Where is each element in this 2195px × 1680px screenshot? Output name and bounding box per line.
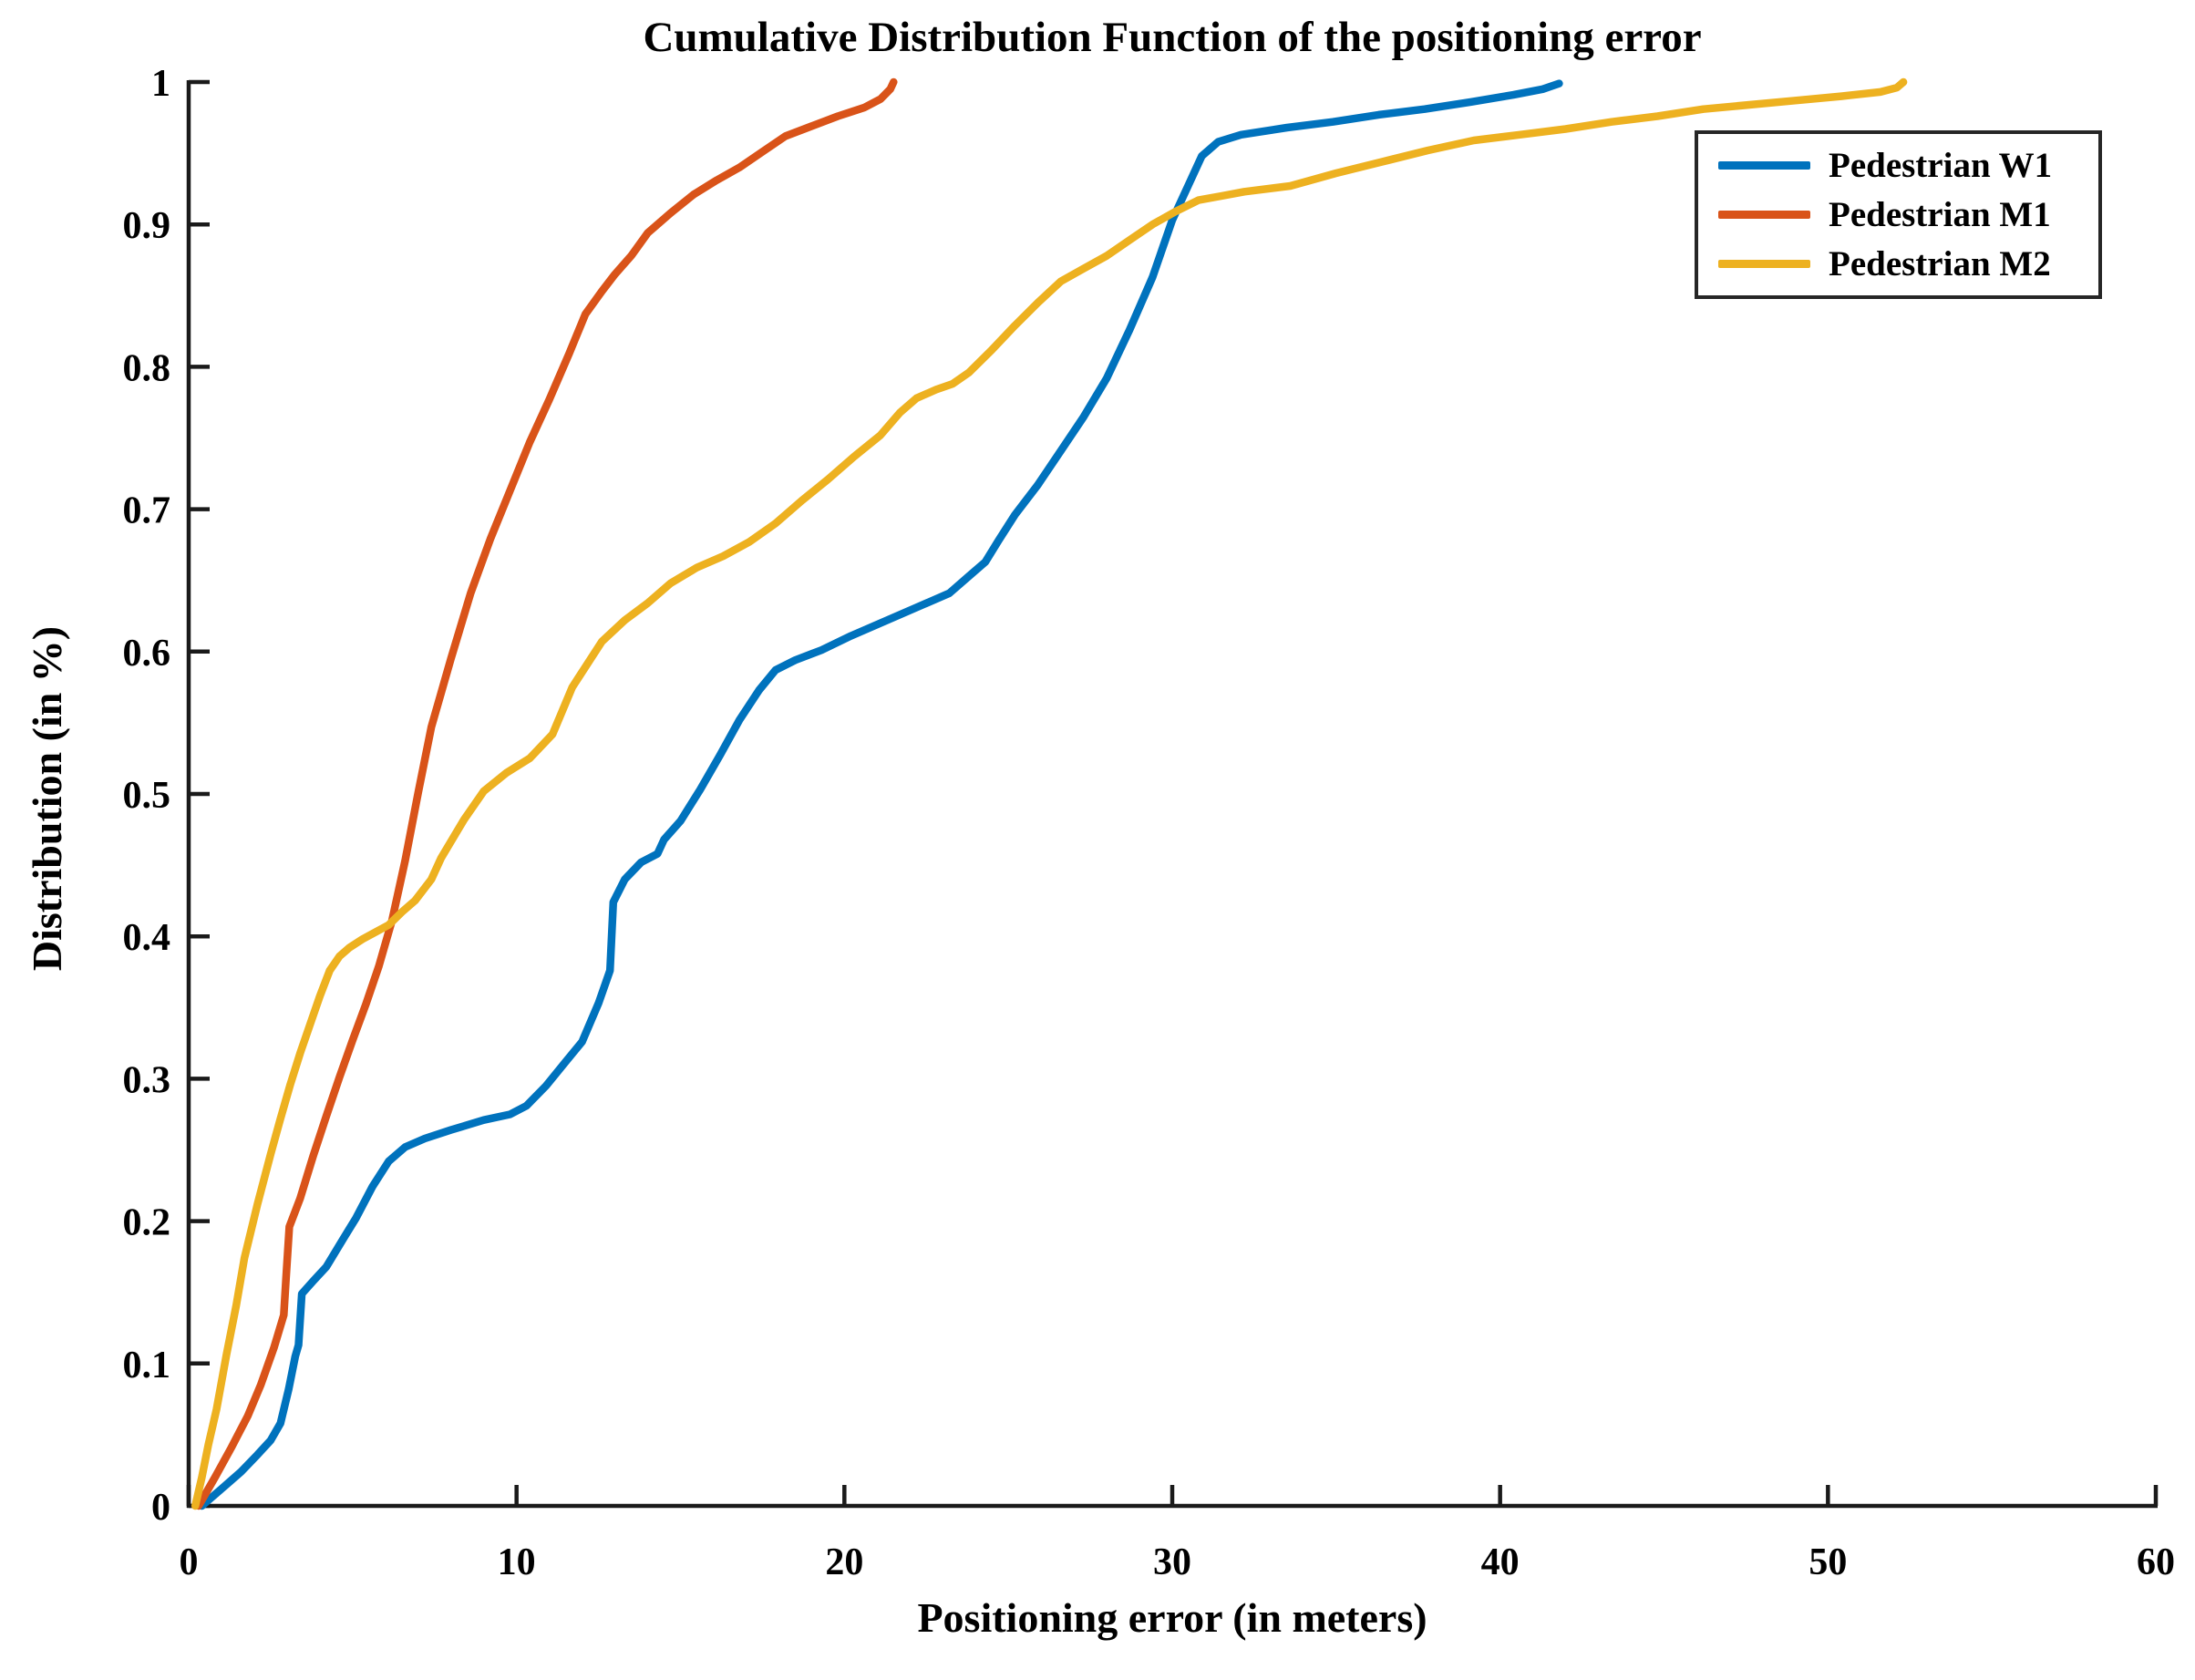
legend-label-pedestrian-m1: Pedestrian M1 (1829, 195, 2051, 234)
tick-labels: 0 10 20 30 40 50 60 0 0.1 0.2 0.3 0.4 0.5 0.6 0.7 0.8 0.… (123, 63, 2176, 1583)
x-tick-label-0: 0 (180, 1541, 199, 1583)
legend-line-swatch-pedestrian-m2 (1718, 260, 1810, 268)
x-tick-label-60: 60 (2137, 1541, 2175, 1583)
y-tick-label-0.3: 0.3 (123, 1059, 171, 1101)
legend-entry-pedestrian-m1: Pedestrian M1 (1698, 197, 2098, 232)
legend-entry-pedestrian-m2: Pedestrian M2 (1698, 246, 2098, 282)
y-tick-label-0: 0 (151, 1487, 170, 1529)
x-axis-title: Positioning error (in meters) (917, 1594, 1427, 1641)
y-tick-label-0.1: 0.1 (123, 1345, 171, 1386)
series-line-pedestrian-m1 (194, 77, 898, 1510)
legend-line-swatch-pedestrian-w1 (1718, 161, 1810, 170)
y-tick-label-0.2: 0.2 (123, 1202, 171, 1244)
y-tick-label-1: 1 (151, 63, 170, 105)
legend-label-pedestrian-m2: Pedestrian M2 (1829, 244, 2051, 283)
chart-title: Cumulative Distribution Function of the … (643, 14, 1702, 61)
legend-label-pedestrian-w1: Pedestrian W1 (1829, 146, 2053, 185)
series-line-pedestrian-w1 (198, 79, 1563, 1510)
y-axis-title: Distribution (in %) (24, 625, 70, 972)
y-tick-label-0.6: 0.6 (123, 633, 171, 675)
x-tick-label-30: 30 (1153, 1541, 1191, 1583)
y-tick-label-0.4: 0.4 (123, 917, 171, 959)
x-tick-label-10: 10 (498, 1541, 536, 1583)
legend-line-swatch-pedestrian-m1 (1718, 211, 1810, 219)
y-tick-label-0.9: 0.9 (123, 205, 171, 247)
x-tick-label-50: 50 (1809, 1541, 1847, 1583)
legend-entry-pedestrian-w1: Pedestrian W1 (1698, 148, 2098, 183)
x-tick-label-20: 20 (825, 1541, 863, 1583)
series-line-pedestrian-m2 (191, 77, 1908, 1510)
x-tick-label-40: 40 (1481, 1541, 1520, 1583)
series-lines (191, 77, 1908, 1510)
legend: Pedestrian W1 Pedestrian M1 Pedestrian M… (1695, 130, 2102, 299)
y-tick-label-0.7: 0.7 (123, 490, 171, 532)
y-tick-label-0.5: 0.5 (123, 775, 171, 817)
y-tick-label-0.8: 0.8 (123, 347, 171, 389)
